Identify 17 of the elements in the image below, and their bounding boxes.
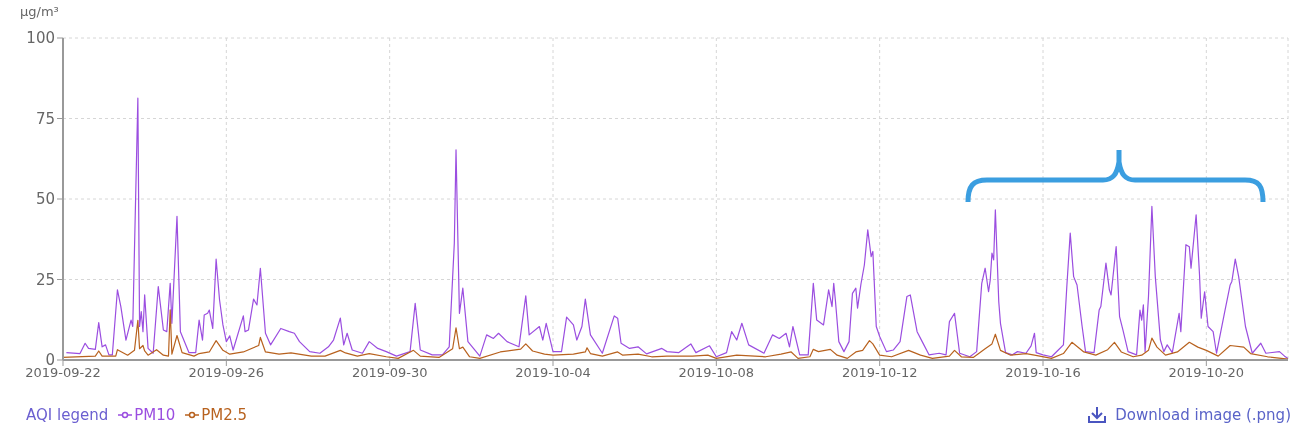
- y-tick-label: 100: [26, 29, 55, 48]
- x-tick-label: 2019-09-30: [351, 365, 428, 381]
- y-tick-label: 50: [35, 190, 55, 209]
- x-tick-label: 2019-10-16: [1005, 365, 1081, 381]
- x-tick-label: 2019-10-20: [1168, 365, 1245, 381]
- x-tick-label: 2019-09-22: [25, 365, 101, 381]
- x-tick-label: 2019-09-26: [188, 365, 265, 381]
- x-tick-label: 2019-10-04: [515, 365, 591, 381]
- text: Download image (.png): [1115, 406, 1291, 424]
- y-tick-label: 75: [35, 109, 55, 128]
- y-axis-title: µg/m³: [20, 4, 59, 19]
- legend-label: PM2.5: [200, 406, 248, 424]
- legend-label: PM10: [133, 406, 176, 424]
- y-tick-label: 25: [35, 270, 55, 289]
- legend-title: AQI legend: [26, 406, 109, 424]
- x-tick-label: 2019-10-12: [841, 365, 918, 381]
- x-tick-label: 2019-10-08: [678, 365, 755, 381]
